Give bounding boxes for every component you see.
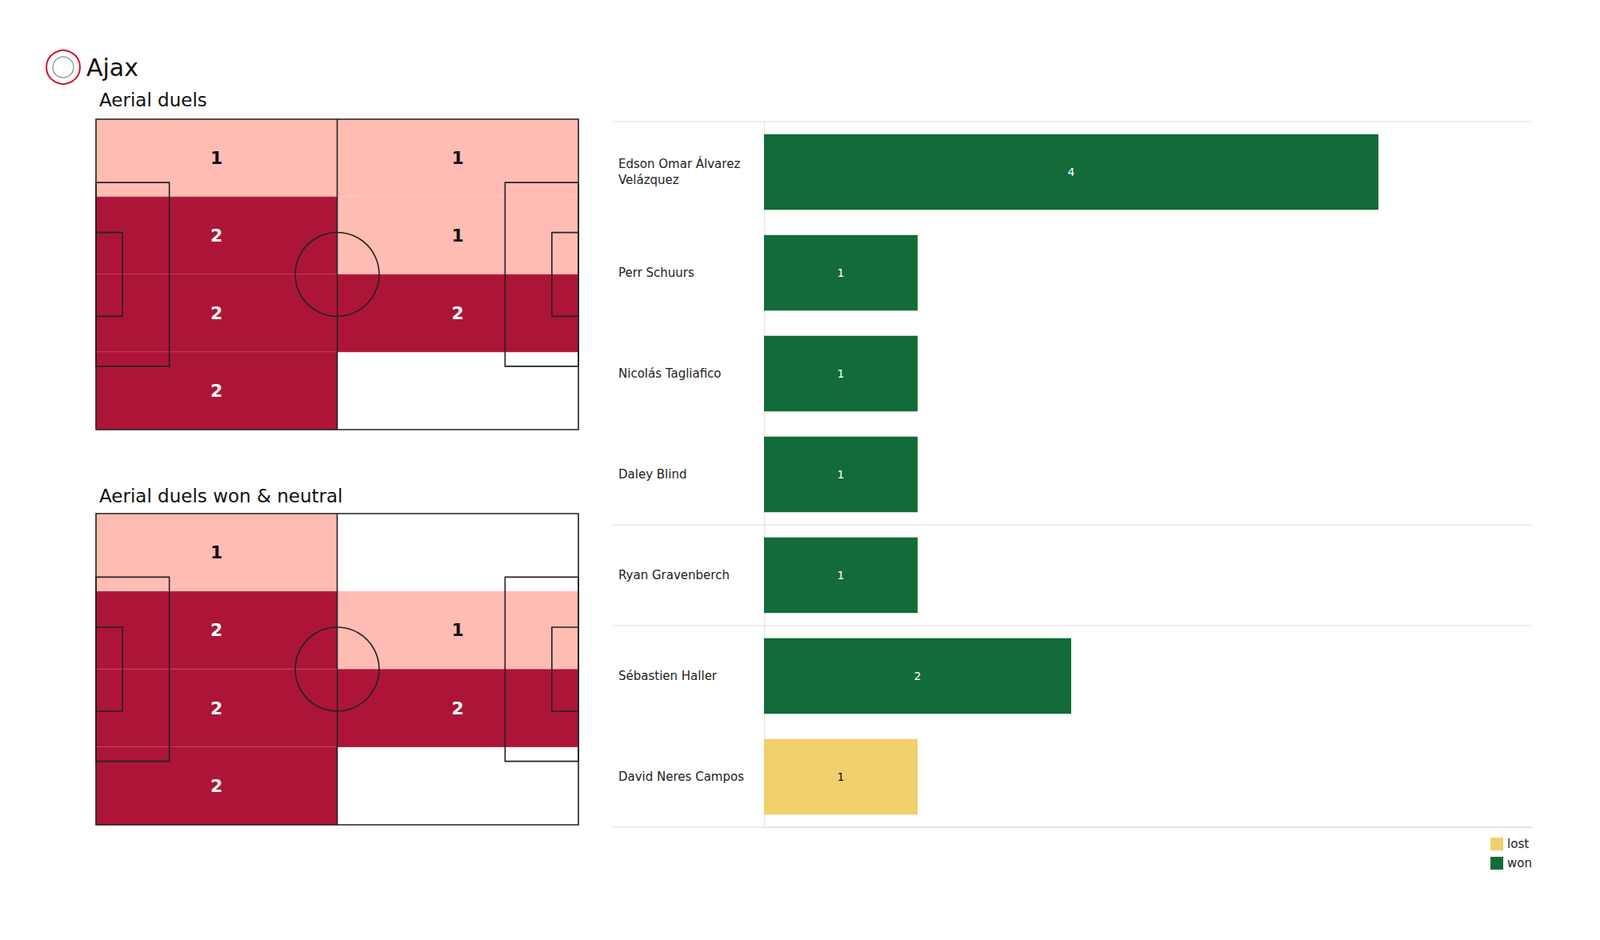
svg-text:Ryan Gravenberch: Ryan Gravenberch [618, 568, 730, 583]
svg-text:1: 1 [210, 148, 223, 168]
svg-text:Aerial duels: Aerial duels [99, 89, 208, 111]
svg-text:Nicolás Tagliafico: Nicolás Tagliafico [618, 366, 722, 381]
svg-text:Aerial duels won & neutral: Aerial duels won & neutral [99, 485, 343, 507]
svg-text:4: 4 [1068, 165, 1076, 179]
svg-text:Daley Blind: Daley Blind [618, 467, 687, 482]
svg-text:1: 1 [452, 225, 464, 246]
svg-text:1: 1 [452, 620, 464, 640]
svg-text:1: 1 [837, 367, 845, 380]
svg-text:Perr Schuurs: Perr Schuurs [618, 265, 695, 280]
svg-text:Edson Omar Álvarez: Edson Omar Álvarez [618, 156, 744, 172]
svg-text:won: won [1507, 856, 1532, 871]
svg-text:2: 2 [210, 776, 223, 796]
svg-text:2: 2 [210, 620, 223, 640]
svg-text:2: 2 [210, 698, 223, 719]
svg-text:1: 1 [837, 568, 845, 582]
svg-text:2: 2 [452, 303, 464, 324]
svg-text:2: 2 [914, 669, 922, 683]
svg-text:2: 2 [210, 225, 223, 246]
svg-text:Velázquez: Velázquez [618, 172, 680, 188]
svg-text:1: 1 [210, 542, 223, 563]
svg-text:Sébastien Haller: Sébastien Haller [618, 668, 718, 684]
svg-text:Ajax: Ajax [86, 53, 139, 82]
svg-text:David Neres Campos: David Neres Campos [618, 769, 744, 784]
svg-text:lost: lost [1507, 836, 1529, 852]
svg-text:1: 1 [452, 148, 464, 168]
svg-text:2: 2 [452, 698, 464, 719]
svg-text:2: 2 [210, 380, 223, 401]
svg-text:1: 1 [837, 266, 845, 280]
svg-text:1: 1 [837, 468, 845, 481]
svg-text:1: 1 [837, 770, 845, 784]
svg-text:2: 2 [210, 303, 223, 324]
